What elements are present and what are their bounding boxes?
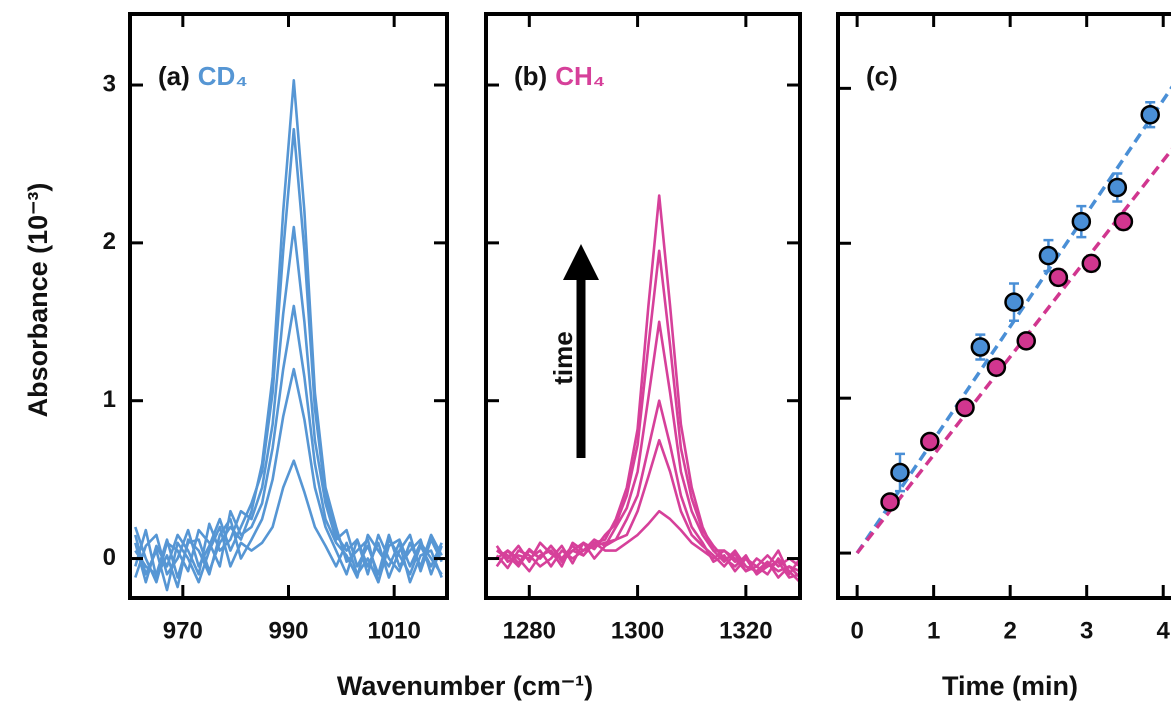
data-point [920,431,940,452]
panel-frame [484,12,802,600]
spectrum-line [495,320,800,579]
plot-area [134,79,443,592]
x-tick-label: 1320 [719,617,772,644]
data-point [955,397,975,418]
data-point [986,357,1007,377]
data-point [1016,331,1036,351]
x-tick-label: 1010 [367,617,420,644]
data-point [1048,267,1069,288]
species-label: CD₄ [198,61,248,91]
data-point [880,492,900,512]
spectrum-line [496,194,800,584]
x-tick-label: 1300 [611,617,664,644]
panel-label: (c) [866,61,898,91]
data-point [1038,245,1059,266]
data-point [970,337,991,357]
y-tick-label: 3 [103,70,116,97]
panel-frame [128,12,449,600]
data-point [1107,177,1128,198]
spectrum-line [134,127,443,578]
plot-area [855,85,1171,555]
panel-letter: (a) [158,61,190,91]
panel-label: (a) CD₄ [158,61,248,91]
panel: 970 990 1010 0 1 2 3 (a) CD₄ Absorbance (10⁻³) Wav… [23,12,593,701]
x-axis-title: Wavenumber (cm⁻¹) [337,671,593,701]
y-tick-label: 2 [103,228,116,255]
x-tick-label: 4 [1157,617,1171,644]
x-tick-label: 3 [1080,617,1093,644]
panel-label: (b) CH₄ [514,61,605,91]
panel-frame [836,12,1171,600]
spectrum-line [495,399,800,579]
x-tick-label: 990 [268,617,308,644]
spectrum-line [134,79,443,584]
x-axis-title: Time (min) [942,671,1078,701]
panel: 1280 1300 1320 (b) CH₄ time [484,12,802,644]
y-tick-label: 1 [103,386,116,413]
x-tick-label: 970 [163,617,203,644]
spectrum-line [495,249,800,579]
panel-letter: (b) [514,61,547,91]
fit-line [855,147,1171,555]
x-tick-label: 1280 [503,617,556,644]
panel: 0 1 2 3 4 (c) Time (min) [836,12,1171,701]
spectrum-line [134,225,443,584]
x-tick-label: 0 [850,617,863,644]
annotation: time [548,331,578,384]
data-point [1113,211,1134,232]
species-label: CH₄ [555,61,605,91]
x-tick-label: 1 [927,617,940,644]
data-point [1081,253,1102,274]
x-tick-label: 2 [1003,617,1016,644]
data-point [1140,104,1160,125]
y-axis-title: Absorbance (10⁻³) [23,183,53,418]
data-point [890,462,910,483]
plot-area [495,194,800,584]
panel-letter: (c) [866,61,898,91]
y-tick-label: 0 [103,544,116,571]
spectrum-line [496,509,800,568]
data-point [1071,211,1092,232]
data-point [1004,292,1024,312]
